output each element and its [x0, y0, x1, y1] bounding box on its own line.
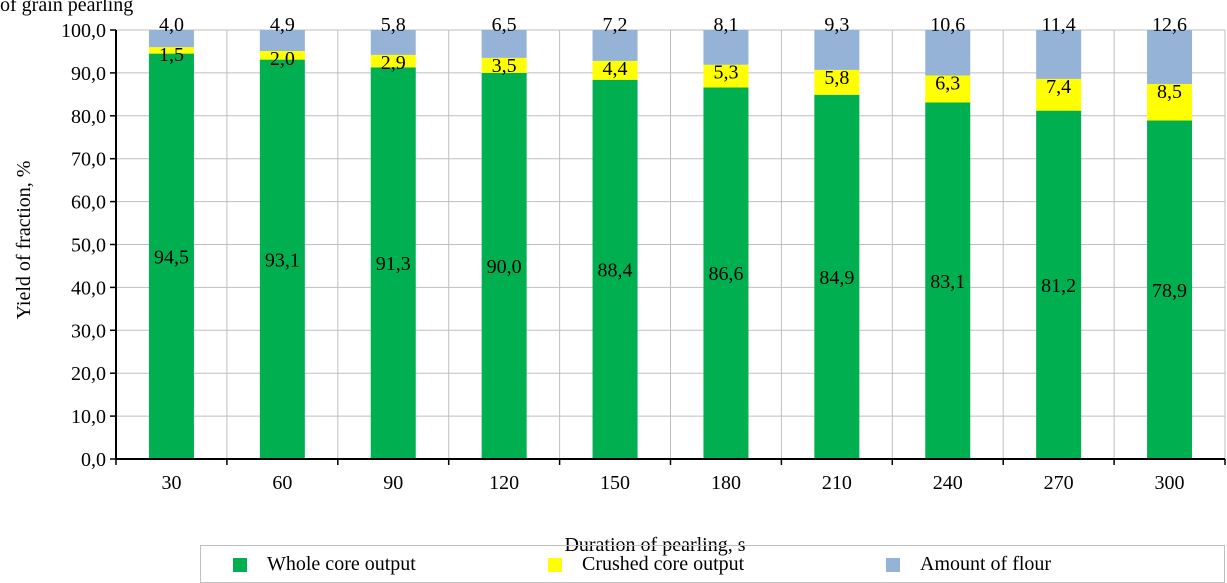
legend-item-whole-core: Whole core output: [233, 553, 416, 576]
data-label-crushed-core: 3,5: [492, 55, 517, 77]
data-label-crushed-core: 8,5: [1157, 81, 1182, 103]
data-label-whole-core: 90,0: [487, 256, 522, 278]
legend-item-flour: Amount of flour: [886, 553, 1051, 576]
bar-crushed-core: [703, 64, 749, 88]
x-tick-label: 300: [1155, 472, 1185, 494]
data-label-whole-core: 81,2: [1041, 275, 1076, 297]
bar-flour: [1036, 30, 1082, 79]
data-label-flour: 10,6: [930, 14, 965, 36]
bar-flour: [925, 30, 971, 76]
data-label-flour: 11,4: [1042, 14, 1076, 36]
x-tick-label: 180: [711, 472, 741, 494]
data-label-crushed-core: 2,9: [381, 52, 406, 74]
bar-crushed-core: [592, 60, 638, 80]
y-tick-label: 0,0: [81, 449, 106, 471]
data-label-flour: 4,0: [159, 14, 184, 36]
x-tick-label: 210: [822, 472, 852, 494]
bar-whole-core: [481, 72, 527, 460]
bar-crushed-core: [259, 51, 305, 60]
bar-whole-core: [259, 59, 305, 459]
bar-flour: [1147, 30, 1193, 85]
data-label-whole-core: 91,3: [376, 253, 411, 275]
data-labels: 94,5 1,5 4,0 93,1 2,0 4,9 91,3 2,9 5,8 90,0 3,5 6,5…: [154, 14, 1187, 302]
data-label-crushed-core: 4,4: [603, 58, 628, 80]
data-label-flour: 9,3: [824, 14, 849, 36]
bar-whole-core: [370, 67, 416, 459]
bar-flour: [370, 30, 416, 55]
y-tick-label: 30,0: [71, 320, 106, 342]
bar-flour: [481, 30, 527, 58]
legend-swatch-crushed-core: [548, 557, 562, 572]
legend: Whole core output Crushed core output Am…: [200, 545, 1225, 583]
bar-crushed-core: [481, 57, 527, 73]
figure-caption-fragment: of grain pearling: [0, 0, 134, 16]
legend-label-whole-core: Whole core output: [267, 553, 416, 575]
y-tick-label: 100,0: [61, 20, 106, 42]
bar-whole-core: [703, 87, 749, 460]
bar-flour: [703, 30, 749, 65]
bar-whole-core: [814, 94, 860, 460]
x-tick-label: 120: [489, 472, 519, 494]
legend-item-crushed-core: Crushed core output: [548, 553, 744, 576]
data-label-whole-core: 83,1: [930, 271, 965, 293]
data-label-flour: 8,1: [713, 14, 738, 36]
y-tick-label: 80,0: [71, 106, 106, 128]
bar-flour: [148, 30, 194, 48]
bar-flour: [592, 30, 638, 61]
data-label-whole-core: 78,9: [1152, 280, 1187, 302]
bar-flour: [259, 30, 305, 52]
bar-crushed-core: [1036, 78, 1082, 111]
bar-flour: [814, 30, 860, 70]
data-label-flour: 6,5: [492, 14, 517, 36]
legend-swatch-flour: [886, 557, 900, 572]
bar-crushed-core: [1147, 84, 1193, 121]
data-label-whole-core: 84,9: [819, 267, 854, 289]
bar-crushed-core: [370, 54, 416, 68]
data-label-flour: 4,9: [270, 14, 295, 36]
data-label-crushed-core: 7,4: [1046, 76, 1071, 98]
y-axis-title: Yield of fraction, %: [13, 161, 35, 320]
bar-crushed-core: [925, 75, 971, 103]
bar-crushed-core: [148, 47, 194, 54]
data-label-whole-core: 86,6: [708, 263, 743, 285]
legend-swatch-whole-core: [233, 557, 247, 572]
x-tick-label: 270: [1044, 472, 1074, 494]
bar-crushed-core: [814, 69, 860, 95]
data-label-flour: 7,2: [603, 14, 628, 36]
data-label-crushed-core: 5,3: [713, 62, 738, 84]
x-tick-label: 30: [161, 472, 181, 494]
bar-whole-core: [1147, 120, 1193, 460]
x-tick-labels: 30 60 90 120 150 180 210 240 270 300: [161, 472, 1184, 494]
data-label-whole-core: 93,1: [265, 249, 300, 271]
y-tick-label: 20,0: [71, 363, 106, 385]
axes: [110, 29, 1226, 465]
x-tick-label: 90: [383, 472, 403, 494]
legend-label-flour: Amount of flour: [920, 553, 1052, 575]
data-label-crushed-core: 6,3: [935, 72, 960, 94]
y-tick-label: 40,0: [71, 277, 106, 299]
y-tick-label: 70,0: [71, 149, 106, 171]
bar-whole-core: [592, 79, 638, 459]
data-label-flour: 12,6: [1152, 14, 1187, 36]
bar-whole-core: [1036, 110, 1082, 459]
data-label-crushed-core: 1,5: [159, 44, 184, 66]
bar-whole-core: [148, 53, 194, 459]
x-tick-label: 60: [272, 472, 292, 494]
data-label-whole-core: 88,4: [598, 259, 633, 281]
legend-label-crushed-core: Crushed core output: [582, 553, 745, 575]
data-label-whole-core: 94,5: [154, 246, 189, 268]
data-label-flour: 5,8: [381, 14, 406, 36]
x-tick-label: 240: [933, 472, 963, 494]
bar-whole-core: [925, 102, 971, 459]
y-tick-labels: 0,0 10,0 20,0 30,0 40,0 50,0 60,0 70,0 80,0 90,0 1…: [61, 20, 106, 471]
data-label-crushed-core: 2,0: [270, 48, 295, 70]
y-tick-label: 50,0: [71, 235, 106, 257]
y-tick-label: 10,0: [71, 406, 106, 428]
x-tick-label: 150: [600, 472, 630, 494]
y-tick-label: 90,0: [71, 63, 106, 85]
data-label-crushed-core: 5,8: [824, 67, 849, 89]
y-tick-label: 60,0: [71, 192, 106, 214]
bars: [148, 30, 1193, 460]
